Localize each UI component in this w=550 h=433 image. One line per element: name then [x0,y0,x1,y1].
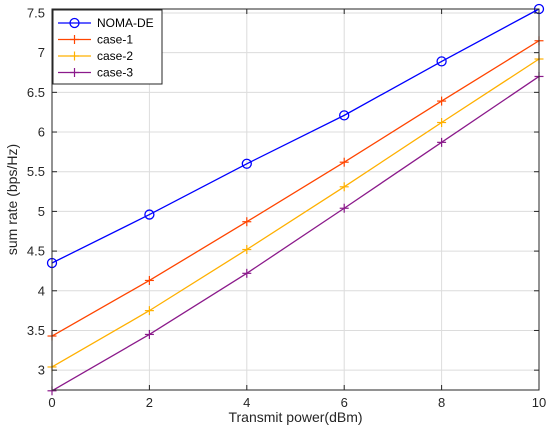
series-line [51,8,540,264]
data-point [437,137,447,147]
x-axis-label: Transmit power(dBm) [228,409,362,425]
data-point [339,157,349,167]
legend-item: case-3 [58,66,133,80]
y-tick-label: 6.5 [27,85,45,100]
legend-label: case-1 [97,33,133,47]
data-point [242,245,252,255]
y-tick-label: 4 [38,283,45,298]
series-layer [46,3,545,396]
data-point [437,118,447,128]
y-axis-label: sum rate (bps/Hz) [4,144,20,255]
legend-label: case-3 [97,66,133,80]
x-tick-label: 10 [532,395,546,410]
legend-marker [70,35,79,44]
y-tick-label: 3.5 [27,323,45,338]
data-point [242,268,252,278]
legend-marker [70,68,79,77]
legend: NOMA-DE case-1 case-2 case-3 [52,9,163,85]
legend-marker [70,51,79,61]
plot-frame [51,8,540,391]
y-tick-label: 7.5 [27,5,45,20]
data-point [144,329,154,339]
axis-ticks: 0 2 4 6 8 10 3 3.5 4 4.5 5 5.5 6 6.5 7 7.5 [27,5,546,410]
series-line [51,40,540,337]
data-point [437,96,447,106]
x-tick-label: 4 [243,395,250,410]
legend-item: NOMA-DE [58,16,154,30]
data-point [144,209,155,220]
y-tick-label: 4.5 [27,244,45,259]
legend-item: case-2 [58,49,133,63]
series-case-2 [47,54,544,372]
x-tick-label: 6 [341,395,348,410]
data-point [242,217,252,227]
data-point [436,56,447,67]
y-tick-label: 5.5 [27,164,45,179]
y-tick-label: 5 [38,204,45,219]
y-tick-label: 7 [38,45,45,60]
y-tick-label: 3 [38,363,45,378]
x-tick-label: 0 [48,395,55,410]
data-point [339,203,349,213]
legend-label: case-2 [97,49,133,63]
data-point [144,275,154,285]
x-tick-label: 2 [146,395,153,410]
series-line [51,75,540,392]
data-point [241,158,252,169]
legend-label: NOMA-DE [97,16,154,30]
series-line [51,58,540,368]
legend-item: case-1 [58,33,133,47]
data-point [144,306,154,316]
legend-marker [69,17,80,29]
y-tick-label: 6 [38,125,45,140]
legend-box [52,9,163,85]
data-point [339,110,350,121]
series-case-3 [47,71,544,396]
data-point [339,182,349,192]
x-tick-label: 8 [438,395,445,410]
